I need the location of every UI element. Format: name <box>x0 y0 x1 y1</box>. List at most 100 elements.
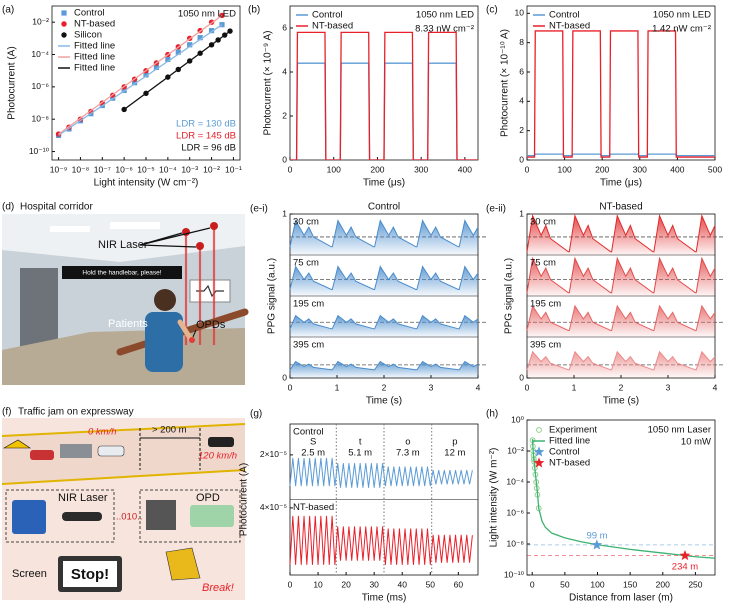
segment-distance: 7.3 m <box>396 448 420 459</box>
annotation: LDR = 96 dB <box>181 143 236 154</box>
strip-label: Control <box>293 427 324 438</box>
plot-area <box>55 12 233 138</box>
y-tick-label: 6 <box>282 22 287 32</box>
x-tick-label: 2 <box>382 382 387 392</box>
x-tick-label: 200 <box>595 164 609 174</box>
y-axis-label: Light intensity (W m⁻²) <box>489 448 500 548</box>
marker <box>61 32 67 38</box>
y-tick-label: 6 <box>519 66 524 76</box>
x-tick-label: 0 <box>288 382 293 392</box>
plot-area <box>527 437 715 561</box>
series-line <box>289 314 479 330</box>
x-axis-label: Time (μs) <box>363 178 405 189</box>
plot-frame <box>526 5 716 161</box>
marker <box>187 42 193 48</box>
series-line <box>123 30 231 110</box>
marker <box>131 80 138 86</box>
label: OPDs <box>196 319 226 331</box>
x-tick-label: 0 <box>525 382 530 392</box>
sign-text: Hold the handlebar, please! <box>82 270 161 277</box>
y-tick-label: 1 <box>282 208 287 218</box>
x-tick-label: 10 <box>313 579 323 589</box>
series-area <box>290 315 478 337</box>
brake-pedal <box>165 547 201 581</box>
series-line <box>526 213 716 253</box>
x-tick-label: 60 <box>454 579 464 589</box>
annotation: 10 mW <box>681 437 711 448</box>
y-tick-label: 10⁻⁸ <box>506 538 524 548</box>
series-line <box>526 256 716 294</box>
warning-sign <box>2 439 31 449</box>
panel-label: (e-ii) <box>486 204 506 215</box>
illustration-title: Hospital corridor <box>20 202 93 213</box>
x-axis-label: Distance from laser (m) <box>569 593 673 604</box>
y-tick-label: 10⁻² <box>32 16 49 26</box>
segment-distance: 2.5 m <box>301 448 325 459</box>
y-tick-label: 10⁰ <box>511 414 524 424</box>
x-tick-label: 10⁻⁵ <box>137 164 154 174</box>
y-tick-label: 10⁻² <box>507 445 524 455</box>
label: Break! <box>202 582 234 594</box>
y-tick-label: 10⁻¹⁰ <box>504 569 525 579</box>
car <box>208 437 234 447</box>
floor <box>2 328 245 385</box>
strip-label: 30 cm <box>293 217 319 228</box>
x-tick-label: 250 <box>688 579 702 589</box>
x-tick-label: 100 <box>558 164 572 174</box>
x-tick-label: 150 <box>623 579 637 589</box>
x-tick-label: 10⁻⁶ <box>115 164 132 174</box>
x-tick-label: 400 <box>458 164 472 174</box>
marker <box>197 35 203 41</box>
marker <box>175 49 181 55</box>
panel-label: (b) <box>248 5 260 16</box>
y-tick-label: 10 <box>515 8 525 18</box>
patient-body <box>145 312 183 372</box>
series-area <box>290 361 478 378</box>
annotation: LDR = 130 dB <box>176 119 236 130</box>
annotation: 1050 nm Laser <box>648 425 711 436</box>
x-tick-label: 10⁻⁴ <box>159 164 177 174</box>
panel-label: (d) <box>2 202 14 213</box>
marker <box>61 10 67 16</box>
y-axis-label: PPG signal (a.u.) <box>267 258 278 334</box>
series-area <box>527 258 715 296</box>
strip-label: 395 cm <box>530 340 561 351</box>
laser <box>210 222 218 230</box>
x-tick-label: 100 <box>590 579 604 589</box>
strip-label: NT-based <box>293 502 334 513</box>
y-axis-label: Photocurrent (A) <box>239 463 250 536</box>
laser-module <box>62 512 102 521</box>
board <box>12 500 46 534</box>
series-line <box>527 153 715 157</box>
y-axis-label: Photocurrent (× 10⁻⁹ A) <box>263 31 274 136</box>
series-line <box>531 438 715 559</box>
x-tick-label: 300 <box>633 164 647 174</box>
annotation: 99 m <box>586 531 607 542</box>
legend-label: Control <box>549 10 580 21</box>
x-axis-label: Time (μs) <box>600 178 642 189</box>
x-tick-label: 1 <box>572 382 577 392</box>
y-tick-label: 10⁻⁶ <box>32 81 49 91</box>
series-line <box>526 304 716 331</box>
x-tick-label: 3 <box>666 382 671 392</box>
annotation: 1050 nm LED <box>653 10 711 21</box>
marker <box>591 539 603 550</box>
label: Screen <box>12 568 47 580</box>
series-line <box>527 30 715 158</box>
series-line <box>289 219 479 248</box>
label: NIR Laser <box>98 239 148 251</box>
label: Patients <box>108 318 148 330</box>
opd-board <box>190 505 234 527</box>
series-area <box>527 305 715 337</box>
label: OPD <box>196 492 220 504</box>
y-tick-label: 4×10⁻⁵ <box>260 502 287 512</box>
x-tick-label: 100 <box>327 164 341 174</box>
chart-title: NT-based <box>599 202 642 213</box>
hospital-illustration: (d) Hospital corridor NIR Laser Hold the… <box>2 202 249 385</box>
x-axis-label: Time (s) <box>366 396 402 407</box>
car <box>30 450 54 460</box>
panel-label: (e-i) <box>250 204 268 215</box>
x-tick-label: 10⁻² <box>203 164 220 174</box>
legend-label: NT-based <box>549 21 590 32</box>
